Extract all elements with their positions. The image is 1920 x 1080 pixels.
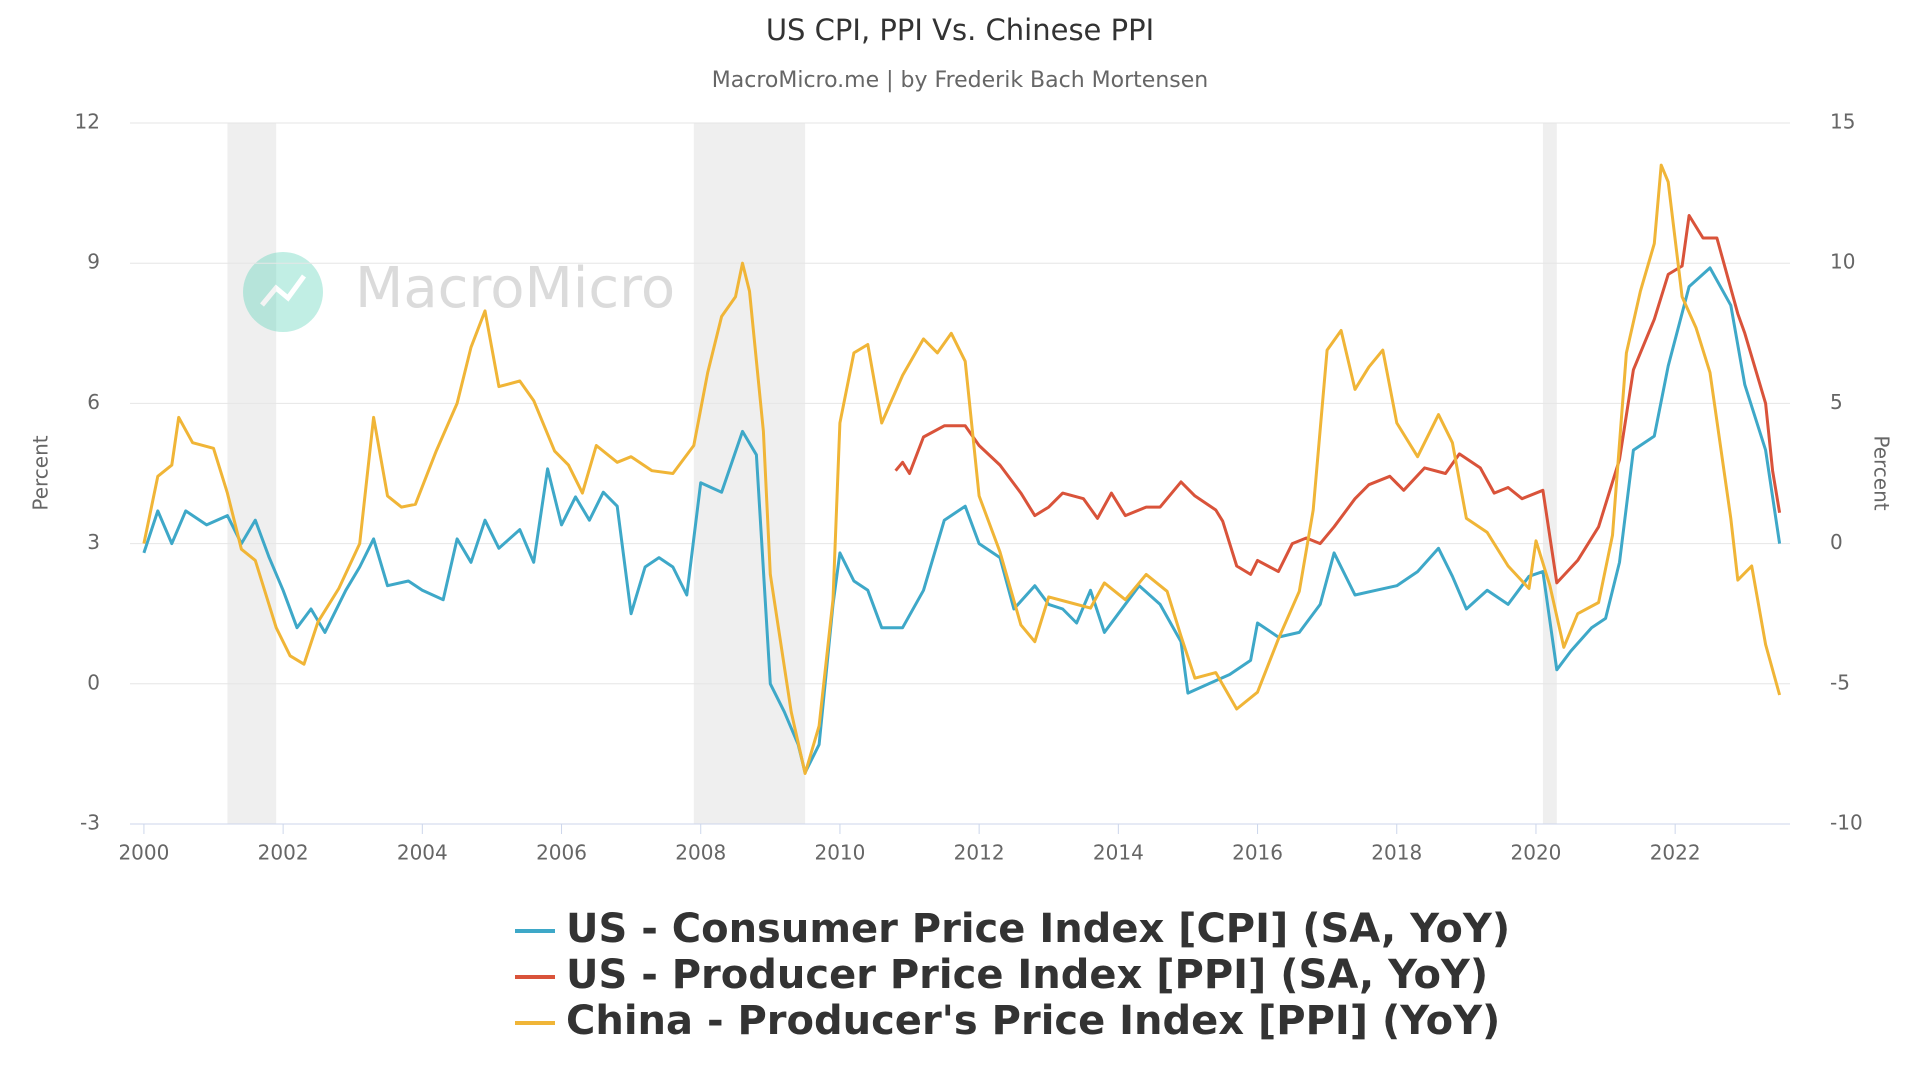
x-tick-label: 2022: [1650, 841, 1701, 865]
legend-label: US - Producer Price Index [PPI] (SA, YoY…: [566, 952, 1488, 998]
x-tick-label: 2020: [1511, 841, 1562, 865]
x-tick-label: 2000: [118, 841, 169, 865]
legend-item[interactable]: US - Consumer Price Index [CPI] (SA, YoY…: [515, 906, 1510, 952]
watermark-text: MacroMicro: [355, 256, 675, 321]
legend-label: China - Producer's Price Index [PPI] (Yo…: [566, 998, 1500, 1044]
legend-item[interactable]: China - Producer's Price Index [PPI] (Yo…: [515, 998, 1500, 1044]
y2-tick-label: -5: [1830, 670, 1850, 694]
x-tick-label: 2018: [1371, 841, 1422, 865]
shaded-range: [693, 123, 806, 824]
legend-label: US - Consumer Price Index [CPI] (SA, YoY…: [566, 906, 1510, 952]
watermark-logo-mark: [260, 274, 307, 307]
y2-tick-label: 0: [1830, 530, 1843, 554]
chart-subtitle: MacroMicro.me | by Frederik Bach Mortens…: [712, 68, 1208, 93]
y-tick-label: 0: [87, 670, 100, 694]
x-tick-label: 2002: [258, 841, 309, 865]
y-tick-label: 6: [87, 390, 100, 414]
y-axis-label: Percent: [29, 435, 53, 510]
y-tick-label: 3: [87, 530, 100, 554]
legend-item[interactable]: US - Producer Price Index [PPI] (SA, YoY…: [515, 952, 1488, 998]
x-tick-label: 2004: [397, 841, 448, 865]
series-line: [142, 163, 1782, 775]
y2-axis-label: Percent: [1870, 435, 1894, 510]
y2-tick-label: 5: [1830, 390, 1843, 414]
series-line: [142, 266, 1782, 775]
y2-tick-label: 10: [1830, 250, 1855, 274]
x-tick-label: 2008: [675, 841, 726, 865]
watermark: MacroMicro: [243, 252, 675, 332]
shaded-range: [227, 123, 277, 824]
y-tick-label: 9: [87, 250, 100, 274]
series-line: [894, 214, 1782, 585]
y2-tick-label: 15: [1830, 110, 1855, 134]
shaded-range: [1542, 123, 1557, 824]
x-tick-label: 2006: [536, 841, 587, 865]
x-tick-label: 2010: [814, 841, 865, 865]
x-tick-label: 2014: [1093, 841, 1144, 865]
y-tick-label: -3: [80, 811, 100, 835]
y-tick-label: 12: [75, 110, 100, 134]
x-tick-label: 2012: [954, 841, 1005, 865]
watermark-logo: [243, 252, 323, 332]
x-tick-label: 2016: [1232, 841, 1283, 865]
y2-tick-label: -10: [1830, 811, 1863, 835]
chart-title: US CPI, PPI Vs. Chinese PPI: [766, 13, 1154, 47]
